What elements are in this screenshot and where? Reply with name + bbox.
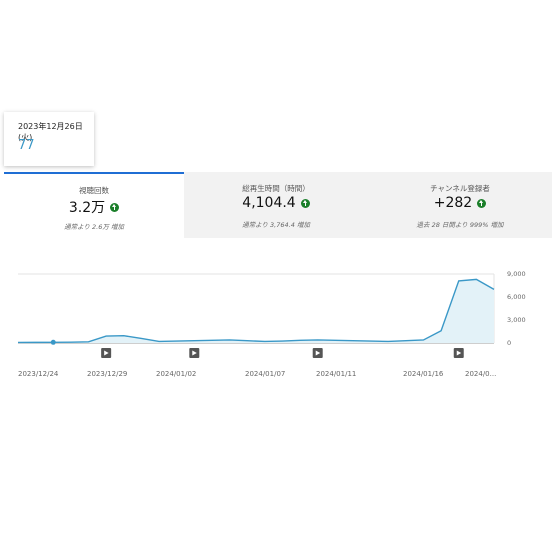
tooltip-date: 2023年12月26日(火) [18,122,83,142]
metric-tabs: 視聴回数 3.2万 通常より 2.6万 増加 総再生時間（時間） 4,104.4… [4,172,552,240]
hover-point[interactable] [50,339,56,345]
tab-label: 視聴回数 [79,186,109,195]
series-area [18,279,494,343]
y-tick-label: 3,000 [507,316,526,324]
y-tick-label: 0 [507,339,511,347]
arrow-up-icon [477,198,487,208]
tab-label: 総再生時間（時間） [242,184,310,193]
tab-value: +282 [433,195,473,211]
tab-comparison: 過去 28 日間より 999% 増加 [416,221,504,229]
tab-views[interactable]: 視聴回数 3.2万 通常より 2.6万 増加 [4,172,184,240]
tab-watch-time[interactable]: 総再生時間（時間） 4,104.4 通常より 3,764.4 増加 [184,172,368,238]
analytics-panel: 視聴回数 3.2万 通常より 2.6万 増加 総再生時間（時間） 4,104.4… [0,172,560,390]
series-line [17,278,495,344]
tab-value: 4,104.4 [242,195,296,211]
tab-comparison: 通常より 2.6万 増加 [64,223,124,231]
x-tick-label: 2023/12/24 [18,370,59,378]
video-marker-icon[interactable] [101,348,112,358]
chart-tooltip: 2023年12月26日(火) 77 [4,112,94,166]
video-marker-icon[interactable] [312,348,323,358]
arrow-up-icon [300,198,310,208]
tab-label: チャンネル登録者 [430,184,490,193]
y-tick-label: 6,000 [507,293,526,301]
tooltip-value: 77 [18,138,35,153]
arrow-up-icon [110,202,120,212]
x-tick-label: 2024/01/02 [156,370,196,378]
video-marker-icon[interactable] [453,348,464,358]
tab-comparison: 通常より 3,764.4 増加 [242,221,310,229]
x-tick-label: 2024/01/11 [316,370,356,378]
views-chart: 9,000 6,000 3,000 0 2023/12/24 2023/12/29 2024… [0,262,560,390]
tab-subscribers[interactable]: チャンネル登録者 +282 過去 28 日間より 999% 増加 [368,172,552,238]
video-marker-icon[interactable] [189,348,200,358]
x-tick-label: 2024/0... [465,370,496,378]
x-tick-label: 2023/12/29 [87,370,127,378]
y-tick-label: 9,000 [507,270,526,278]
x-tick-label: 2024/01/16 [403,370,444,378]
tab-value: 3.2万 [68,200,106,216]
x-tick-label: 2024/01/07 [245,370,285,378]
chart-svg: 9,000 6,000 3,000 0 2023/12/24 2023/12/29 2024… [17,270,526,378]
